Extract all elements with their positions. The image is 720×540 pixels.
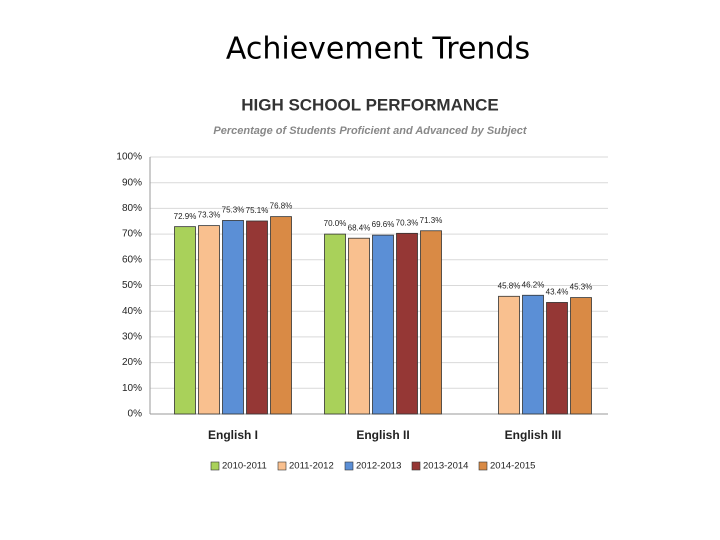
value-label: 72.9% [174,212,197,221]
y-tick-label: 50% [122,280,142,291]
chart-title: HIGH SCHOOL PERFORMANCE [241,95,499,114]
bar [372,234,394,415]
x-tick-label: English III [505,428,562,442]
bar [396,232,418,415]
legend-label: 2011-2012 [289,461,334,472]
legend-label: 2010-2011 [222,461,267,472]
bar [498,295,520,415]
y-tick-label: 60% [122,254,142,265]
legend-swatch [210,461,220,471]
value-label: 70.0% [324,219,347,228]
value-label: 71.3% [420,216,443,225]
bar [522,294,544,415]
bar [246,220,268,415]
bar [570,297,592,415]
y-tick-label: 70% [122,229,142,240]
value-label: 73.3% [198,211,221,220]
bar [324,233,346,415]
value-label: 45.3% [570,283,593,292]
bar [270,216,292,415]
value-label: 69.6% [372,220,395,229]
bar [198,225,220,415]
value-label: 46.2% [522,280,545,289]
x-tick-label: English II [356,428,409,442]
bar [546,302,568,415]
y-tick-label: 10% [122,383,142,394]
legend-swatch [344,461,354,471]
value-label: 43.4% [546,288,569,297]
chart-subtitle: Percentage of Students Proficient and Ad… [213,125,527,137]
legend-swatch [478,461,488,471]
value-label: 75.3% [222,206,245,215]
value-label: 45.8% [498,281,521,290]
value-label: 75.1% [246,206,269,215]
y-tick-label: 0% [128,409,143,420]
y-tick-label: 30% [122,332,142,343]
y-tick-label: 20% [122,357,142,368]
value-label: 70.3% [396,218,419,227]
bar [222,220,244,415]
legend-label: 2013-2014 [423,461,468,472]
value-label: 68.4% [348,223,371,232]
bar [174,226,196,415]
y-tick-label: 80% [122,203,142,214]
bar [348,237,370,415]
value-label: 76.8% [270,202,293,211]
y-tick-label: 40% [122,306,142,317]
slide-title: Achievement Trends [226,32,530,67]
y-tick-label: 100% [116,152,142,163]
legend-label: 2014-2015 [490,461,535,472]
legend-swatch [411,461,421,471]
legend-label: 2012-2013 [356,461,401,472]
x-tick-label: English I [208,428,258,442]
bar [420,230,442,415]
legend-swatch [277,461,287,471]
y-tick-label: 90% [122,177,142,188]
